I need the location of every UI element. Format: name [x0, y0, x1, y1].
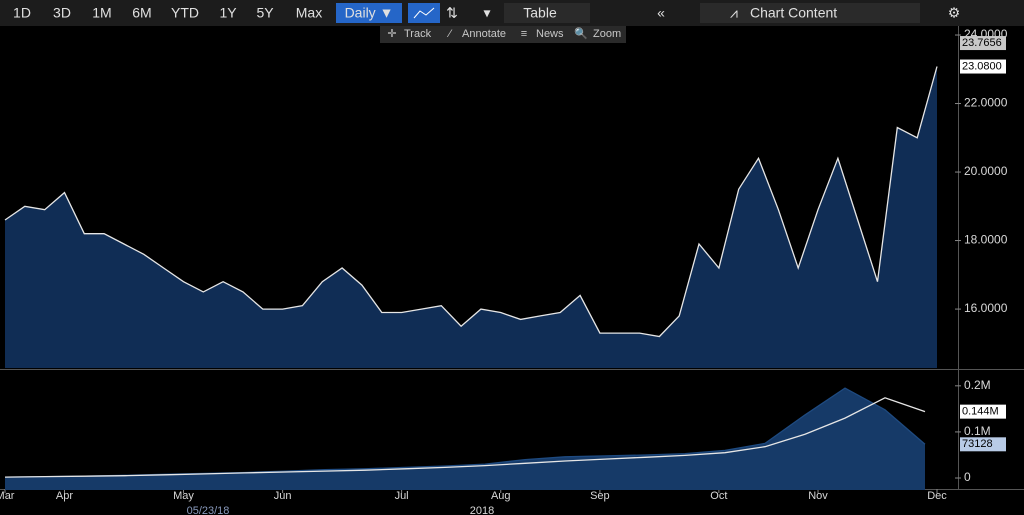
- sub-icon: ✛: [387, 28, 396, 40]
- y-tick-label: 0.2M: [964, 378, 991, 392]
- frequency[interactable]: Daily ▼: [345, 5, 394, 21]
- cursor-date: 05/23/18: [187, 505, 230, 515]
- x-tick-label: Nov: [808, 490, 828, 502]
- sub-button[interactable]: Track: [404, 28, 432, 40]
- year-label: 2018: [470, 505, 494, 515]
- y-tick-label: 22.0000: [964, 96, 1008, 110]
- line: [4, 66, 938, 338]
- x-tick-label: Mar: [0, 490, 15, 502]
- value-label: 73128: [962, 438, 993, 450]
- area: [5, 66, 937, 368]
- range-button[interactable]: 6M: [132, 5, 151, 21]
- chart-type-button[interactable]: [408, 3, 440, 23]
- value-box: [960, 36, 1006, 51]
- sub-icon: 🔍: [574, 26, 588, 40]
- table-button[interactable]: [504, 3, 590, 23]
- dropdown-icon[interactable]: ▾: [483, 5, 490, 21]
- y-tick-label: 18.0000: [964, 233, 1008, 247]
- table[interactable]: Table: [523, 5, 557, 21]
- x-tick-label: Jul: [395, 490, 409, 502]
- line: [4, 397, 926, 478]
- x-tick-label: Aug: [491, 490, 511, 502]
- range-button[interactable]: 1Y: [219, 5, 237, 21]
- x-tick-label: Oct: [710, 490, 727, 502]
- x-tick-label: Apr: [56, 490, 73, 502]
- value-label: 23.0800: [962, 60, 1002, 72]
- y-tick-label: 0.1M: [964, 424, 991, 438]
- line-icon: [413, 7, 435, 19]
- x-tick-label: Jun: [274, 490, 292, 502]
- x-tick-label: Dec: [927, 490, 947, 502]
- range-button[interactable]: 1M: [92, 5, 111, 21]
- value-label: 23.7656: [962, 37, 1002, 49]
- sub-button[interactable]: Zoom: [593, 28, 621, 40]
- sub-button[interactable]: News: [536, 28, 564, 40]
- range-button[interactable]: 1D: [13, 5, 31, 21]
- settings-icon[interactable]: ⚙: [948, 5, 961, 21]
- y-tick-label: 20.0000: [964, 164, 1008, 178]
- collapse-icon[interactable]: «: [657, 5, 665, 21]
- range-button[interactable]: YTD: [171, 5, 199, 21]
- range-button[interactable]: 3D: [53, 5, 71, 21]
- chart-content[interactable]: Chart Content: [750, 5, 837, 21]
- bar-icon[interactable]: ⇅: [446, 5, 458, 21]
- x-tick-label: May: [173, 490, 194, 502]
- daily-button[interactable]: [336, 3, 402, 23]
- y-tick-label: 16.0000: [964, 301, 1008, 315]
- sub-icon: ⁄: [446, 28, 453, 40]
- sub-button[interactable]: Annotate: [462, 28, 506, 40]
- value-box: [960, 437, 1006, 452]
- x-tick-label: Sep: [590, 490, 610, 502]
- value-label: 0.144M: [962, 406, 999, 418]
- range-button[interactable]: Max: [296, 5, 322, 21]
- chart-icon: ⩘: [730, 5, 738, 21]
- value-box: [960, 404, 1006, 419]
- chart-content-button[interactable]: [700, 3, 920, 23]
- area: [5, 388, 925, 490]
- value-box: [960, 59, 1006, 74]
- y-tick-label: 0: [964, 470, 971, 484]
- range-button[interactable]: 5Y: [256, 5, 274, 21]
- sub-icon: ≡: [521, 28, 527, 40]
- subtoolbar: [380, 26, 626, 43]
